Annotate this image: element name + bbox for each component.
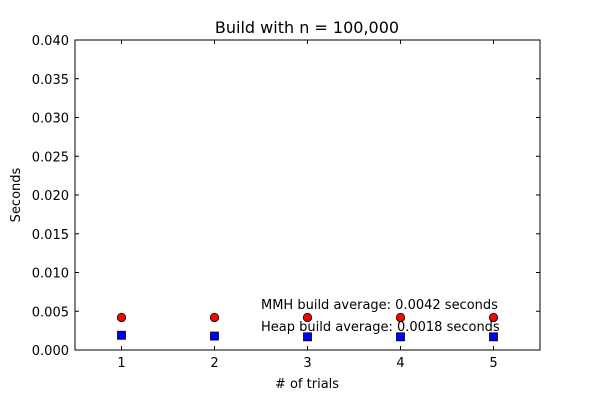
data-point-circle xyxy=(116,312,127,323)
y-axis-label: Seconds xyxy=(9,167,24,222)
annotation-text: Heap build average: 0.0018 seconds xyxy=(261,320,500,335)
x-tick-label: 4 xyxy=(396,356,404,371)
y-tick-label: 0.015 xyxy=(32,228,69,243)
y-tick-label: 0.010 xyxy=(32,267,69,282)
annotation-text: MMH build average: 0.0042 seconds xyxy=(261,298,498,313)
data-point-circle xyxy=(395,312,406,323)
data-point-circle xyxy=(209,312,220,323)
y-tick-label: 0.020 xyxy=(32,189,69,204)
data-point-circle xyxy=(302,312,313,323)
axis-ticks: 0.000 0.005 0.010 0.015 0.020 0.025 0.030 0.035… xyxy=(32,34,540,371)
y-tick-label: 0.030 xyxy=(32,112,69,127)
data-point-square xyxy=(303,332,312,342)
plot-area-frame xyxy=(74,39,541,351)
y-tick-label: 0.025 xyxy=(32,150,69,165)
annotations: MMH build average: 0.0042 seconds Heap bu… xyxy=(261,298,500,335)
data-point-square xyxy=(210,331,219,341)
x-tick-label: 3 xyxy=(303,356,311,371)
data-marks xyxy=(116,312,499,342)
y-tick-label: 0.040 xyxy=(32,34,69,49)
data-point-circle xyxy=(488,312,499,323)
y-tick-label: 0.000 xyxy=(32,344,69,359)
x-tick-label: 5 xyxy=(489,356,497,371)
chart-title: Build with n = 100,000 xyxy=(215,18,399,37)
x-tick-label: 1 xyxy=(117,356,125,371)
y-tick-label: 0.035 xyxy=(32,73,69,88)
x-axis-label: # of trials xyxy=(275,377,339,392)
x-tick-label: 2 xyxy=(210,356,218,371)
y-tick-label: 0.005 xyxy=(32,305,69,320)
data-point-square xyxy=(396,332,405,342)
data-point-square xyxy=(117,330,126,340)
data-point-square xyxy=(489,332,498,342)
